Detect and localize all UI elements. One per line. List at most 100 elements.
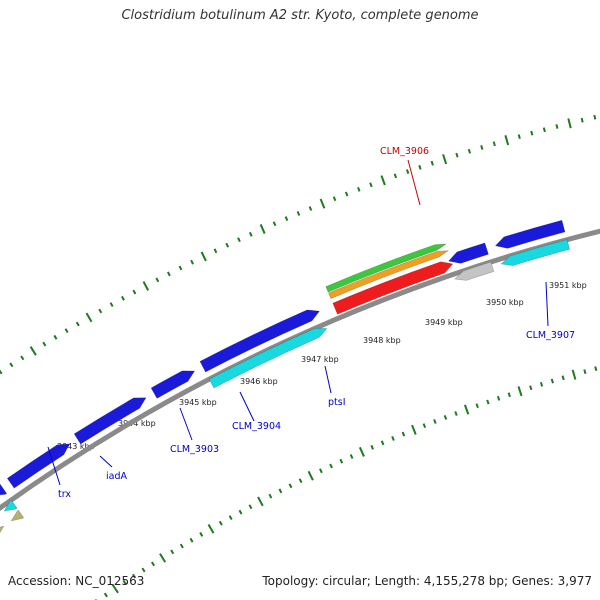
major-tick [411,424,417,435]
gene-label-CLM_3903[interactable]: CLM_3903 [170,444,219,455]
genome-summary: Topology: circular; Length: 4,155,278 bp… [262,574,592,588]
gene-feature-ptsI-gene[interactable] [208,327,328,389]
minor-tick [594,366,598,371]
major-tick [259,224,266,234]
gene-feature-blue[interactable] [494,219,566,249]
gene-feature-iadA-cds[interactable] [6,443,71,489]
minor-tick [405,169,410,174]
minor-tick [454,411,458,416]
minor-tick [550,378,554,384]
minor-tick [583,369,587,374]
major-tick [504,135,510,146]
tick-label: 3944 kbp [118,419,156,428]
leader-line [324,365,332,394]
gene-label-iadA[interactable]: iadA [106,471,127,482]
gene-feature-ptsI-cds[interactable] [199,309,320,373]
minor-tick [593,114,597,120]
minor-tick [121,295,125,301]
minor-tick [369,182,373,188]
gene-feature-CLM_3906-cds[interactable] [328,250,450,299]
major-tick [571,369,577,380]
minor-tick [9,362,14,368]
tick-label: 3948 kbp [363,336,401,345]
gene-feature-cyan[interactable] [500,239,571,266]
minor-tick [486,399,490,405]
minor-tick [480,145,484,150]
minor-tick [393,173,398,179]
minor-tick [248,504,253,510]
tick-label: 3946 kbp [240,377,278,386]
major-tick [159,553,167,563]
minor-tick [141,567,146,573]
gene-label-ptsI[interactable]: ptsI [328,397,346,408]
gene-label-CLM_3904[interactable]: CLM_3904 [232,421,281,432]
gene-label-CLM_3906[interactable]: CLM_3906 [380,146,429,157]
gene-feature-CLM_3907-cds[interactable] [448,242,489,264]
minor-tick [339,458,344,464]
gene-features[interactable] [0,219,571,553]
minor-tick [380,440,385,446]
leader-line [239,391,255,422]
tick-label: 3943 kbp [57,442,95,451]
major-tick [567,118,572,129]
major-tick [85,312,93,323]
gene-feature-CLM_3906-gene[interactable] [325,243,448,293]
minor-tick [391,436,395,441]
minor-tick [418,164,422,170]
major-tick [307,470,314,481]
leader-line [47,446,61,486]
major-tick [207,523,215,534]
tick-labels: 3943 kbp 3944 kbp 3945 kbp 3946 kbp 3947 kbp… [57,281,587,451]
inner-tick-track [94,366,598,600]
minor-tick [122,579,127,585]
gene-feature-blue[interactable] [0,483,8,496]
major-tick [142,281,150,291]
minor-tick [75,321,80,327]
accession-label: Accession: [8,574,72,588]
minor-tick [475,403,479,409]
gene-feature-CLM_3907-gene[interactable] [454,261,495,281]
gene-feature-olive[interactable] [10,509,25,522]
map-title: Clostridium botulinum A2 str. Kyoto, com… [121,8,479,23]
tick-label: 3951 kbp [549,281,587,290]
gene-feature-CLM_3904-cds[interactable] [150,370,196,399]
major-tick [380,175,386,186]
gene-label-trx[interactable]: trx [58,489,71,500]
minor-tick [561,375,565,381]
leader-line [99,455,113,468]
gene-feature-CLM_3906-highlight[interactable] [332,261,454,315]
leader-line [545,281,549,327]
accession-value: NC_012563 [75,574,145,588]
minor-tick [555,124,559,129]
minor-tick [443,415,448,420]
gene-label-CLM_3907[interactable]: CLM_3907 [526,330,575,341]
minor-tick [542,127,546,133]
minor-tick [109,302,114,308]
gene-feature-CLM_3903-cds[interactable] [73,397,147,445]
major-tick [257,496,264,507]
minor-tick [467,148,471,154]
minor-tick [296,211,301,216]
major-tick [200,251,207,262]
major-tick [111,583,119,594]
major-tick [358,446,365,457]
minor-tick [228,515,233,521]
minor-tick [430,160,434,166]
minor-tick [278,488,283,494]
minor-tick [539,381,544,387]
minor-tick [332,196,337,202]
gene-feature-cyan[interactable] [3,499,18,512]
minor-tick [151,561,156,567]
genome-backbone [0,228,600,512]
minor-tick [132,289,137,295]
tick-label: 3947 kbp [301,355,339,364]
minor-tick [218,520,223,526]
major-tick [442,154,448,165]
minor-tick [455,152,459,158]
minor-tick [98,308,103,314]
minor-tick [132,573,137,579]
gene-feature-olive[interactable] [0,525,5,553]
minor-tick [370,444,375,450]
